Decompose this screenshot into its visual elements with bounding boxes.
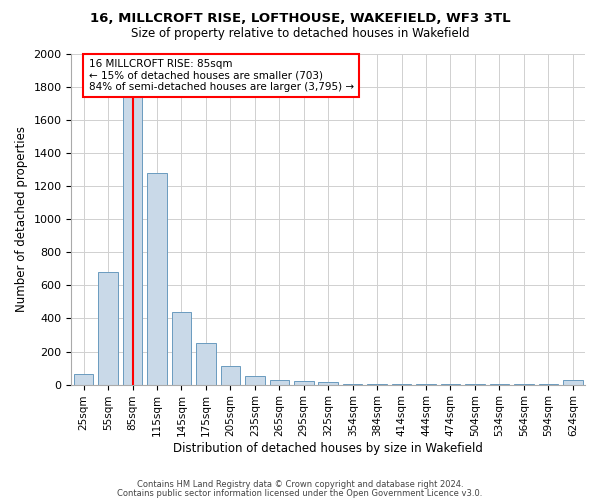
Bar (123, 70, 142, 384)
Text: 16 MILLCROFT RISE: 85sqm
← 15% of detached houses are smaller (703)
84% of semi-: 16 MILLCROFT RISE: 85sqm ← 15% of detach… (89, 59, 353, 92)
Text: 16, MILLCROFT RISE, LOFTHOUSE, WAKEFIELD, WF3 3TL: 16, MILLCROFT RISE, LOFTHOUSE, WAKEFIELD… (89, 12, 511, 26)
Text: Contains HM Land Registry data © Crown copyright and database right 2024.: Contains HM Land Registry data © Crown c… (137, 480, 463, 489)
Bar (172, 312, 191, 384)
Bar (98, 272, 118, 384)
Bar (245, 376, 265, 384)
Text: Contains public sector information licensed under the Open Government Licence v3: Contains public sector information licen… (118, 489, 482, 498)
Bar (319, 382, 338, 384)
Bar (294, 382, 314, 384)
Bar (196, 344, 215, 384)
Bar (221, 366, 240, 384)
Text: Size of property relative to detached houses in Wakefield: Size of property relative to detached ho… (131, 28, 469, 40)
Bar (74, 374, 94, 384)
Bar (269, 380, 289, 384)
Bar (563, 380, 583, 384)
Bar (147, 173, 167, 384)
Y-axis label: Number of detached properties: Number of detached properties (15, 126, 28, 312)
X-axis label: Distribution of detached houses by size in Wakefield: Distribution of detached houses by size … (173, 442, 483, 455)
